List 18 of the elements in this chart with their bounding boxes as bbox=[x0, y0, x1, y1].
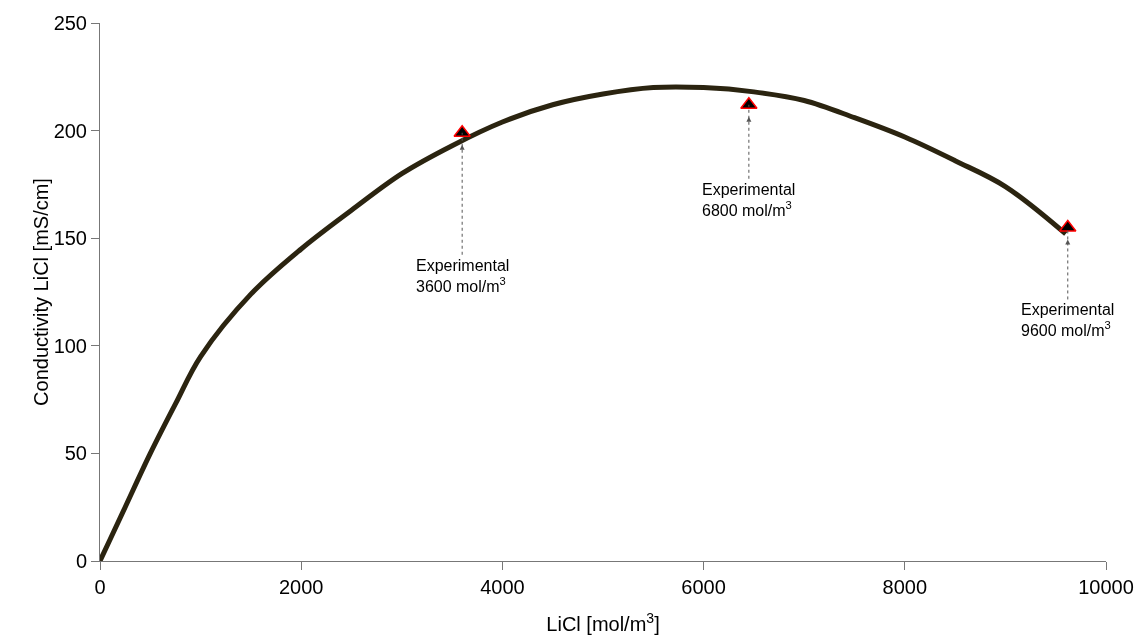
x-tick-label: 2000 bbox=[278, 576, 324, 598]
y-tick-label: 150 bbox=[53, 227, 87, 250]
x-tick-label: 4000 bbox=[480, 576, 525, 598]
y-tick-label: 200 bbox=[53, 119, 87, 142]
x-tick-label: 6000 bbox=[681, 576, 726, 598]
annotation: Experimental 9600 mol/m$^{3}$ bbox=[1021, 301, 1115, 339]
x-tick-label: 10000 bbox=[1078, 576, 1134, 598]
x-tick-label: 0 bbox=[94, 576, 106, 598]
y-tick-label: 50 bbox=[64, 442, 87, 465]
y-tick-label: 250 bbox=[53, 12, 87, 34]
y-tick-label: 0 bbox=[75, 550, 87, 572]
x-axis-title: LiCl [mol/m$^{3}$] bbox=[546, 609, 660, 635]
x-tick-label: 8000 bbox=[882, 576, 928, 598]
y-axis-title: Conductivity LiCl [mS/cm] bbox=[29, 178, 52, 406]
y-tick-label: 100 bbox=[53, 334, 87, 357]
annotation: Experimental 6800 mol/m$^{3}$ bbox=[702, 181, 796, 219]
annotation: Experimental 3600 mol/m$^{3}$ bbox=[416, 257, 510, 295]
point bbox=[740, 97, 758, 110]
